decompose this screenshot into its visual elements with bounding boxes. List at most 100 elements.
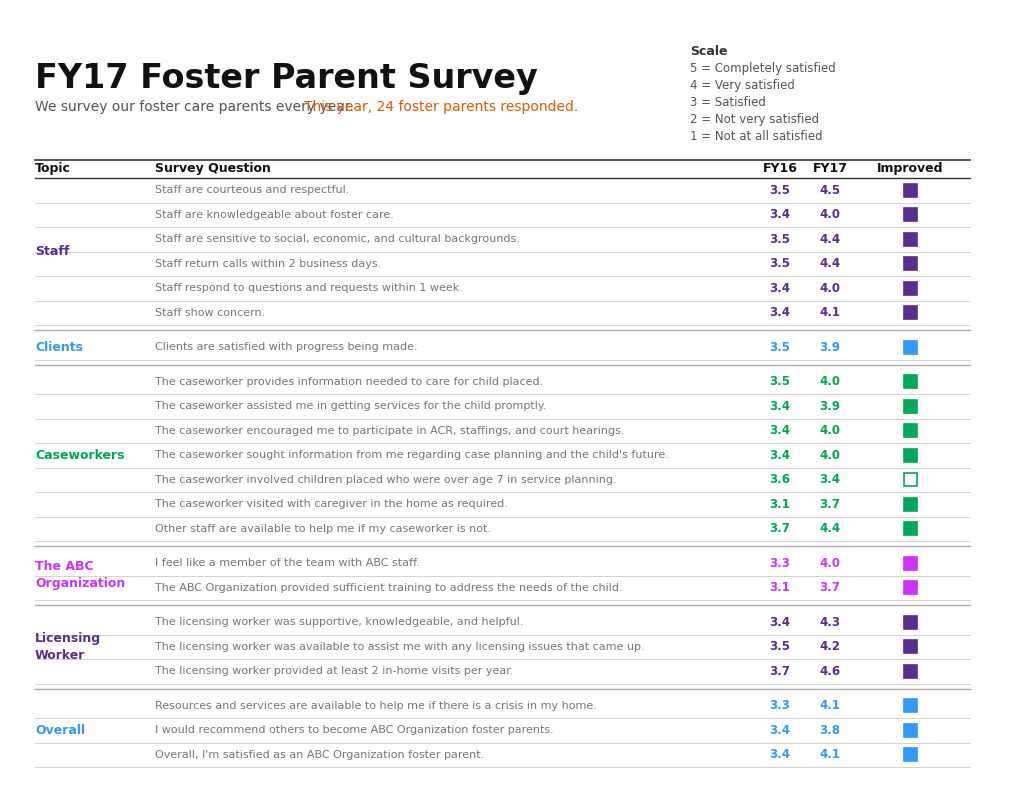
Text: 3.4: 3.4	[769, 748, 791, 761]
Text: 4.0: 4.0	[819, 557, 841, 569]
Text: The caseworker encouraged me to participate in ACR, staffings, and court hearing: The caseworker encouraged me to particip…	[155, 426, 625, 436]
Text: 3.4: 3.4	[769, 425, 791, 437]
Text: FY17: FY17	[812, 162, 848, 175]
Text: 3.4: 3.4	[819, 474, 841, 486]
Text: 3.5: 3.5	[769, 233, 791, 246]
Text: 3.4: 3.4	[769, 307, 791, 319]
Text: The licensing worker was supportive, knowledgeable, and helpful.: The licensing worker was supportive, kno…	[155, 617, 523, 627]
Text: Survey Question: Survey Question	[155, 162, 271, 175]
Text: 3.4: 3.4	[769, 282, 791, 295]
FancyBboxPatch shape	[903, 724, 916, 737]
Text: 3.4: 3.4	[769, 208, 791, 221]
Text: The ABC Organization provided sufficient training to address the needs of the ch: The ABC Organization provided sufficient…	[155, 583, 623, 592]
Text: 3.1: 3.1	[770, 581, 791, 594]
Text: 3.5: 3.5	[769, 341, 791, 354]
Text: 3.7: 3.7	[770, 664, 791, 678]
Text: The caseworker involved children placed who were over age 7 in service planning.: The caseworker involved children placed …	[155, 474, 616, 485]
Text: 4.4: 4.4	[819, 233, 841, 246]
Text: 3.3: 3.3	[770, 557, 791, 569]
FancyBboxPatch shape	[903, 640, 916, 653]
Text: 3.4: 3.4	[769, 615, 791, 629]
FancyBboxPatch shape	[903, 307, 916, 319]
Text: The caseworker assisted me in getting services for the child promptly.: The caseworker assisted me in getting se…	[155, 402, 547, 411]
Text: 4.4: 4.4	[819, 257, 841, 270]
Text: Caseworkers: Caseworkers	[35, 449, 125, 462]
Text: Clients are satisfied with progress being made.: Clients are satisfied with progress bein…	[155, 342, 418, 352]
Text: FY16: FY16	[763, 162, 798, 175]
Text: Other staff are available to help me if my caseworker is not.: Other staff are available to help me if …	[155, 524, 490, 534]
Text: Staff return calls within 2 business days.: Staff return calls within 2 business day…	[155, 259, 381, 268]
Text: The caseworker sought information from me regarding case planning and the child': The caseworker sought information from m…	[155, 450, 669, 460]
Text: 3.4: 3.4	[769, 449, 791, 462]
Text: Improved: Improved	[877, 162, 943, 175]
FancyBboxPatch shape	[903, 425, 916, 437]
Text: 2 = Not very satisfied: 2 = Not very satisfied	[690, 113, 819, 126]
Text: I feel like a member of the team with ABC staff.: I feel like a member of the team with AB…	[155, 558, 420, 568]
FancyBboxPatch shape	[903, 699, 916, 712]
Text: 3.6: 3.6	[769, 474, 791, 486]
Text: Topic: Topic	[35, 162, 71, 175]
Text: 4.5: 4.5	[819, 184, 841, 196]
FancyBboxPatch shape	[903, 282, 916, 295]
Text: 3.9: 3.9	[819, 400, 841, 413]
Text: 3.7: 3.7	[770, 522, 791, 535]
Text: This year, 24 foster parents responded.: This year, 24 foster parents responded.	[304, 100, 579, 114]
Text: The caseworker visited with caregiver in the home as required.: The caseworker visited with caregiver in…	[155, 499, 508, 509]
Text: The caseworker provides information needed to care for child placed.: The caseworker provides information need…	[155, 377, 544, 386]
Text: We survey our foster care parents every year.: We survey our foster care parents every …	[35, 100, 358, 114]
Text: Resources and services are available to help me if there is a crisis in my home.: Resources and services are available to …	[155, 701, 597, 710]
FancyBboxPatch shape	[903, 257, 916, 270]
Text: 3.7: 3.7	[819, 497, 841, 511]
Text: 1 = Not at all satisfied: 1 = Not at all satisfied	[690, 130, 822, 143]
Text: 3.5: 3.5	[769, 257, 791, 270]
FancyBboxPatch shape	[903, 664, 916, 678]
Text: 3.5: 3.5	[769, 375, 791, 388]
Text: Licensing
Worker: Licensing Worker	[35, 632, 101, 662]
FancyBboxPatch shape	[903, 449, 916, 462]
Text: Staff show concern.: Staff show concern.	[155, 308, 265, 318]
Text: 4.2: 4.2	[819, 640, 841, 653]
Text: Clients: Clients	[35, 341, 83, 354]
Text: Staff respond to questions and requests within 1 week.: Staff respond to questions and requests …	[155, 284, 463, 293]
FancyBboxPatch shape	[903, 748, 916, 761]
Text: 4.0: 4.0	[819, 375, 841, 388]
Text: 4.4: 4.4	[819, 522, 841, 535]
Text: Overall, I'm satisfied as an ABC Organization foster parent.: Overall, I'm satisfied as an ABC Organiz…	[155, 750, 484, 760]
Text: The licensing worker provided at least 2 in-home visits per year.: The licensing worker provided at least 2…	[155, 666, 513, 676]
Text: 4.3: 4.3	[819, 615, 841, 629]
Text: 3.8: 3.8	[819, 724, 841, 737]
FancyBboxPatch shape	[903, 184, 916, 196]
FancyBboxPatch shape	[903, 581, 916, 594]
FancyBboxPatch shape	[903, 341, 916, 354]
Text: 3.5: 3.5	[769, 640, 791, 653]
Text: 3.7: 3.7	[819, 581, 841, 594]
FancyBboxPatch shape	[903, 497, 916, 511]
Text: Staff are knowledgeable about foster care.: Staff are knowledgeable about foster car…	[155, 210, 394, 219]
Text: FY17 Foster Parent Survey: FY17 Foster Parent Survey	[35, 62, 538, 95]
Text: 3.5: 3.5	[769, 184, 791, 196]
Text: 3.1: 3.1	[770, 497, 791, 511]
Text: The licensing worker was available to assist me with any licensing issues that c: The licensing worker was available to as…	[155, 642, 645, 652]
Text: Staff: Staff	[35, 245, 70, 258]
Text: 3 = Satisfied: 3 = Satisfied	[690, 96, 766, 109]
Text: Scale: Scale	[690, 45, 727, 58]
Text: Staff are courteous and respectful.: Staff are courteous and respectful.	[155, 185, 349, 196]
FancyBboxPatch shape	[903, 375, 916, 388]
Text: Staff are sensitive to social, economic, and cultural backgrounds.: Staff are sensitive to social, economic,…	[155, 234, 520, 244]
Text: The ABC
Organization: The ABC Organization	[35, 561, 125, 591]
Text: 4 = Very satisfied: 4 = Very satisfied	[690, 79, 795, 92]
FancyBboxPatch shape	[903, 557, 916, 569]
FancyBboxPatch shape	[903, 522, 916, 535]
Text: 4.0: 4.0	[819, 425, 841, 437]
Text: 4.1: 4.1	[819, 699, 841, 712]
Text: 4.1: 4.1	[819, 307, 841, 319]
FancyBboxPatch shape	[903, 208, 916, 221]
Text: Overall: Overall	[35, 724, 85, 737]
Text: 3.4: 3.4	[769, 400, 791, 413]
Text: 3.3: 3.3	[770, 699, 791, 712]
Text: I would recommend others to become ABC Organization foster parents.: I would recommend others to become ABC O…	[155, 725, 554, 735]
FancyBboxPatch shape	[903, 400, 916, 413]
FancyBboxPatch shape	[903, 233, 916, 246]
Text: 4.1: 4.1	[819, 748, 841, 761]
FancyBboxPatch shape	[903, 615, 916, 629]
